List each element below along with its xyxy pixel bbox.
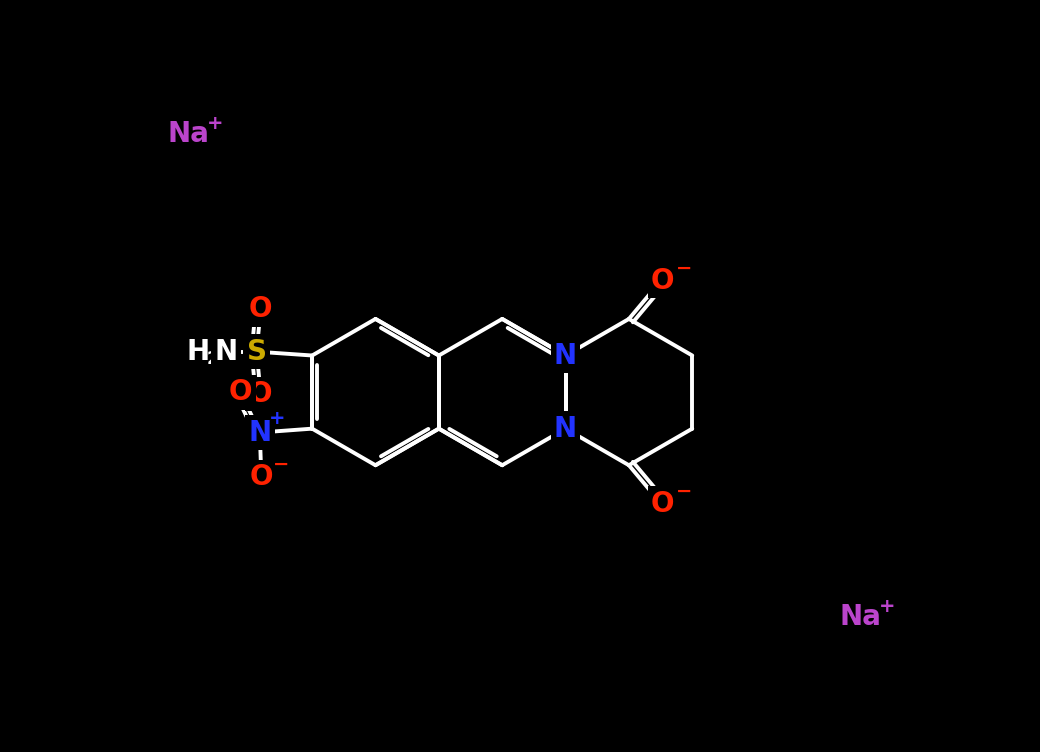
Text: N: N [249,419,271,447]
Text: −: − [676,259,693,277]
Text: −: − [274,456,289,475]
Text: +: + [207,114,224,133]
Text: O: O [651,490,674,517]
Text: O: O [651,267,674,295]
Text: N: N [554,414,577,443]
Text: 2: 2 [207,350,219,368]
Text: +: + [268,409,285,428]
Text: −: − [676,482,693,501]
Text: O: O [250,463,274,491]
Text: +: + [879,596,895,616]
Text: O: O [249,380,272,408]
Text: O: O [249,296,272,323]
Text: H: H [186,338,210,365]
Text: Na: Na [839,603,881,631]
Text: N: N [554,341,577,369]
Text: Na: Na [167,120,209,148]
Text: S: S [246,338,266,365]
Text: O: O [229,378,253,407]
Text: N: N [214,338,237,365]
